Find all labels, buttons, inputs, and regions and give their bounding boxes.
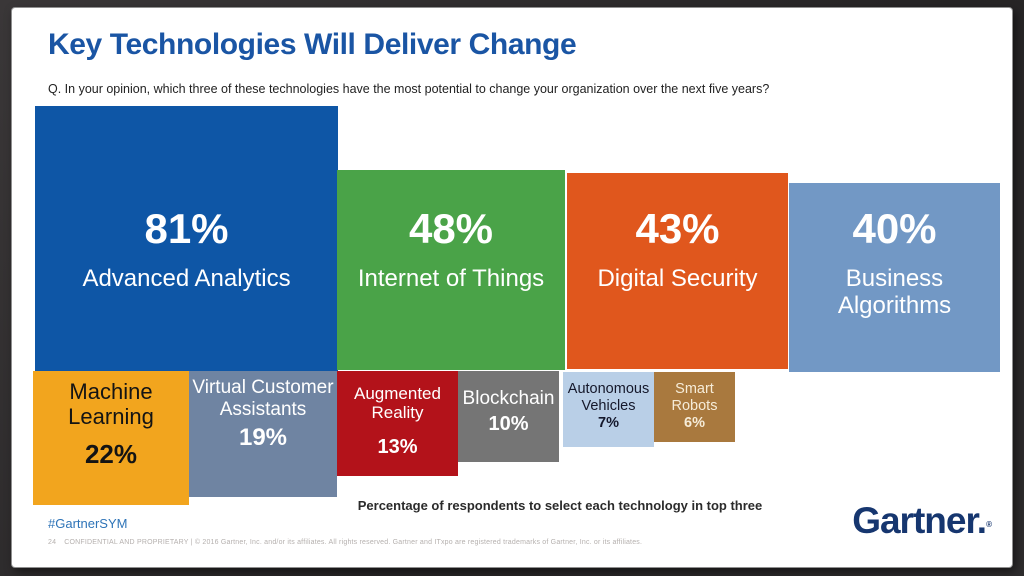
- block-text: Augmented Reality 13%: [337, 384, 458, 459]
- block-text: Virtual Customer Assistants 19%: [189, 377, 337, 452]
- label-autonomous-vehicles: Autonomous Vehicles: [567, 381, 650, 414]
- chart-caption: Percentage of respondents to select each…: [357, 498, 763, 513]
- block-text: 81% Advanced Analytics: [35, 208, 338, 293]
- block-machine-learning: Machine Learning 22%: [33, 371, 189, 505]
- registered-trademark-icon: ®: [986, 520, 992, 529]
- value-business-algorithms: 40%: [852, 205, 937, 252]
- page-number: 24: [48, 539, 57, 546]
- label-advanced-analytics: Advanced Analytics: [82, 265, 291, 292]
- value-augmented-reality: 13%: [377, 435, 418, 458]
- legal-text: CONFIDENTIAL AND PROPRIETARY | © 2016 Ga…: [64, 539, 643, 546]
- event-hashtag: #GartnerSYM: [48, 516, 128, 531]
- block-text: 43% Digital Security: [567, 208, 788, 293]
- label-smart-robots: Smart Robots: [671, 381, 718, 414]
- block-text: Autonomous Vehicles 7%: [563, 381, 654, 431]
- label-machine-learning: Machine Learning: [68, 379, 154, 430]
- block-augmented-reality: Augmented Reality 13%: [337, 371, 458, 476]
- block-internet-of-things: 48% Internet of Things: [337, 170, 565, 370]
- block-text: Machine Learning 22%: [33, 379, 189, 470]
- block-text: 48% Internet of Things: [337, 208, 565, 293]
- value-machine-learning: 22%: [84, 439, 138, 470]
- legal-footer: 24 CONFIDENTIAL AND PROPRIETARY | © 2016 …: [48, 539, 642, 546]
- value-virtual-customer-assistants: 19%: [238, 424, 288, 452]
- block-advanced-analytics: 81% Advanced Analytics: [35, 106, 338, 372]
- block-business-algorithms: 40% Business Algorithms: [789, 183, 1000, 372]
- block-digital-security: 43% Digital Security: [567, 173, 788, 369]
- page-title: Key Technologies Will Deliver Change: [48, 28, 577, 61]
- block-autonomous-vehicles: Autonomous Vehicles 7%: [563, 372, 654, 447]
- survey-question: Q. In your opinion, which three of these…: [48, 82, 770, 96]
- label-business-algorithms: Business Algorithms: [837, 265, 952, 319]
- gartner-wordmark: Gartner.: [852, 500, 987, 541]
- gartner-logo: Gartner.®: [852, 500, 992, 542]
- block-text: Smart Robots 6%: [654, 381, 735, 431]
- label-augmented-reality: Augmented Reality: [354, 384, 441, 423]
- block-virtual-customer-assistants: Virtual Customer Assistants 19%: [189, 371, 337, 497]
- block-blockchain: Blockchain 10%: [458, 371, 559, 462]
- value-autonomous-vehicles: 7%: [598, 415, 619, 432]
- value-blockchain: 10%: [488, 412, 529, 435]
- block-smart-robots: Smart Robots 6%: [654, 372, 735, 442]
- label-virtual-customer-assistants: Virtual Customer Assistants: [192, 377, 334, 420]
- label-blockchain: Blockchain: [462, 388, 555, 409]
- value-digital-security: 43%: [635, 205, 720, 252]
- slide: Key Technologies Will Deliver Change Q. …: [12, 8, 1012, 567]
- block-text: 40% Business Algorithms: [789, 208, 1000, 320]
- block-text: Blockchain 10%: [458, 388, 559, 436]
- label-internet-of-things: Internet of Things: [357, 265, 545, 292]
- label-digital-security: Digital Security: [597, 265, 758, 292]
- value-smart-robots: 6%: [684, 415, 705, 432]
- value-internet-of-things: 48%: [408, 205, 494, 252]
- value-advanced-analytics: 81%: [144, 205, 229, 252]
